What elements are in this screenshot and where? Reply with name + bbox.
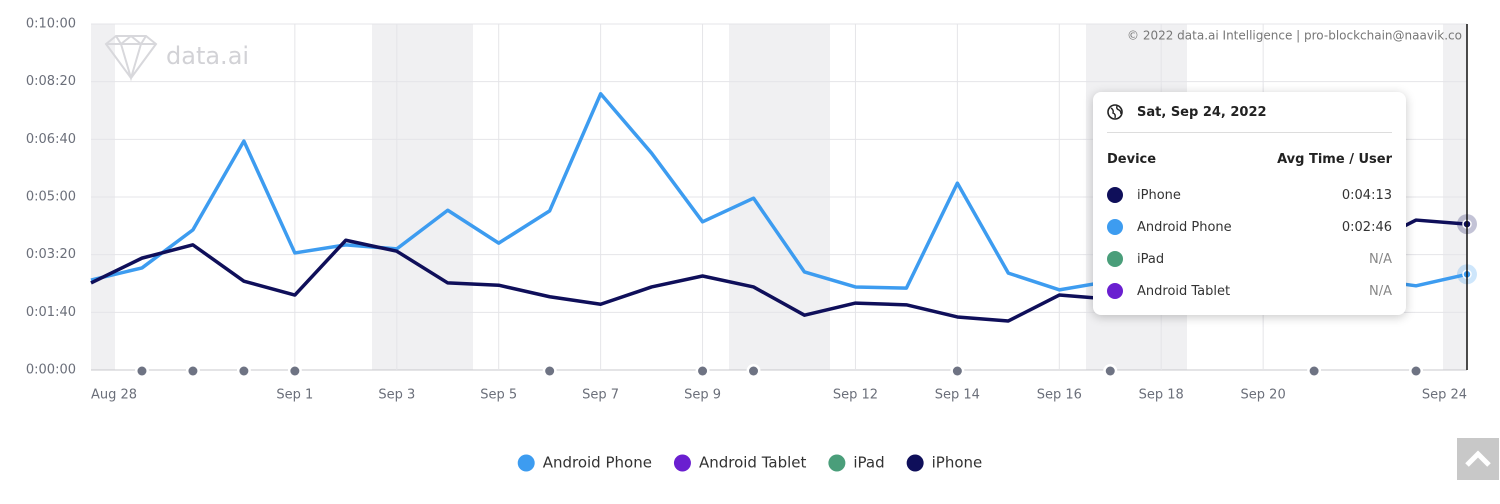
tooltip-value: N/A — [1369, 283, 1392, 299]
y-tick-label: 0:01:40 — [26, 305, 76, 320]
y-tick-label: 0:00:00 — [26, 363, 76, 378]
logo — [104, 34, 158, 82]
globe-icon — [1107, 104, 1123, 120]
tooltip-title: Sat, Sep 24, 2022 — [1137, 104, 1267, 120]
x-tick-label: Sep 5 — [480, 388, 517, 403]
x-tick-label: Sep 20 — [1241, 388, 1286, 403]
tooltip-device: iPad — [1137, 251, 1165, 267]
tooltip-col-device: Device — [1107, 151, 1157, 167]
event-marker-dot — [188, 366, 198, 376]
event-marker-dot — [952, 366, 962, 376]
y-tick-label: 0:05:00 — [26, 190, 76, 205]
y-tick-label: 0:03:20 — [26, 247, 76, 262]
tooltip-header: Sat, Sep 24, 2022 — [1107, 92, 1392, 133]
tooltip-row: Android Phone 0:02:46 — [1107, 211, 1392, 243]
tooltip-col-value: Avg Time / User — [1277, 151, 1392, 167]
tooltip-swatch — [1107, 283, 1123, 299]
legend: Android Phone Android Tablet iPad iPhone — [517, 454, 983, 472]
grid — [91, 23, 1468, 371]
logo-icon — [104, 34, 158, 82]
tooltip-swatch — [1107, 219, 1123, 235]
x-tick-label: Sep 18 — [1139, 388, 1184, 403]
legend-swatch — [517, 454, 535, 472]
event-marker-dot — [545, 366, 555, 376]
x-tick-label: Sep 24 — [1422, 388, 1467, 403]
tooltip-row: Android Tablet N/A — [1107, 275, 1392, 307]
tooltip-swatch — [1107, 251, 1123, 267]
event-marker-dot — [290, 366, 300, 376]
x-tick-label: Sep 12 — [833, 388, 878, 403]
legend-label: iPad — [853, 454, 884, 472]
x-tick-label: Sep 3 — [378, 388, 415, 403]
x-tick-label: Sep 1 — [276, 388, 313, 403]
x-tick-label: Sep 16 — [1037, 388, 1082, 403]
y-tick-label: 0:06:40 — [26, 132, 76, 147]
event-marker-dot — [137, 366, 147, 376]
legend-label: iPhone — [932, 454, 983, 472]
tooltip-rows: iPhone 0:04:13 Android Phone 0:02:46 iPad N/A… — [1107, 179, 1392, 307]
event-marker-dot — [1309, 366, 1319, 376]
tooltip-value: 0:02:46 — [1341, 219, 1392, 235]
x-tick-label: Sep 14 — [935, 388, 980, 403]
x-tick-label: Aug 28 — [91, 388, 137, 403]
legend-swatch — [673, 454, 691, 472]
tooltip-columns: Device Avg Time / User — [1107, 139, 1392, 179]
tooltip-swatch — [1107, 187, 1123, 203]
scroll-top-button[interactable] — [1457, 438, 1499, 480]
y-tick-label: 0:08:20 — [26, 74, 76, 89]
tooltip-device: Android Tablet — [1137, 283, 1231, 299]
copyright: © 2022 data.ai Intelligence | pro-blockc… — [1127, 29, 1462, 43]
event-marker-dot — [698, 366, 708, 376]
tooltip-row: iPhone 0:04:13 — [1107, 179, 1392, 211]
tooltip-row: iPad N/A — [1107, 243, 1392, 275]
tooltip-device: iPhone — [1137, 187, 1181, 203]
tooltip-device: Android Phone — [1137, 219, 1232, 235]
tooltip-value: 0:04:13 — [1341, 187, 1392, 203]
x-tick-label: Sep 7 — [582, 388, 619, 403]
legend-swatch — [906, 454, 924, 472]
event-marker-dot — [1411, 366, 1421, 376]
y-tick-label: 0:10:00 — [26, 17, 76, 32]
x-tick-label: Sep 9 — [684, 388, 721, 403]
watermark: data.ai — [166, 42, 249, 70]
tooltip: Sat, Sep 24, 2022 Device Avg Time / User… — [1093, 92, 1406, 315]
event-marker-dot — [1105, 366, 1115, 376]
tooltip-value: N/A — [1369, 251, 1392, 267]
legend-label: Android Tablet — [699, 454, 807, 472]
event-marker-dot — [239, 366, 249, 376]
legend-swatch — [828, 454, 846, 472]
event-marker-dot — [749, 366, 759, 376]
legend-label: Android Phone — [543, 454, 652, 472]
arrow-up-icon — [1465, 450, 1491, 467]
